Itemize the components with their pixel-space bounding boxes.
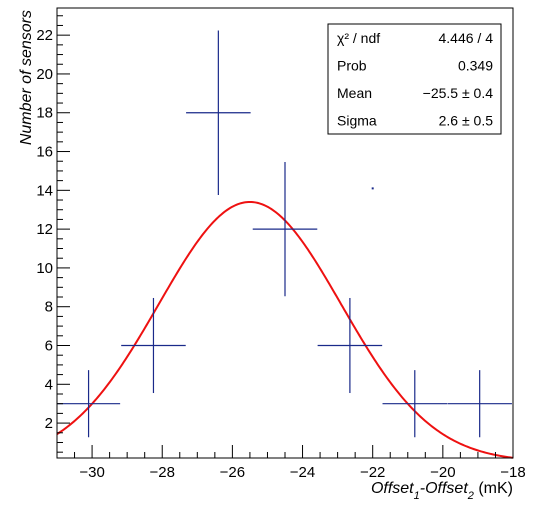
stats-rows: χ² / ndf 4.446 / 4 Prob 0.349 Mean −25.5 ± 0.…: [337, 30, 493, 129]
stats-label: Sigma: [337, 112, 377, 128]
data-point: [447, 370, 512, 438]
y-tick-label: 16: [36, 144, 53, 161]
y-tick-label: 6: [45, 338, 53, 355]
plot-layer: [56, 30, 514, 459]
x-tick-label: −24: [290, 464, 315, 481]
x-axis-title-part: Offset: [371, 480, 414, 497]
axis-layer: −30 −28 −26 −24 −22 −20 −18 2 4 6 8 10 12 14 16 18 20 22: [36, 7, 526, 481]
stats-value: −25.5 ± 0.4: [423, 85, 494, 101]
x-tick-label: −22: [360, 464, 385, 481]
fit-statistics-box: χ² / ndf 4.446 / 4 Prob 0.349 Mean −25.5 ± 0.…: [327, 23, 502, 135]
stats-label: Prob: [337, 57, 367, 73]
stats-value: 4.446 / 4: [439, 30, 494, 46]
data-point: [317, 297, 383, 394]
data-point: [57, 370, 121, 438]
x-tick-label: −26: [220, 464, 245, 481]
data-point: [252, 162, 318, 297]
x-tick-label: −18: [500, 464, 525, 481]
y-tick-label: 12: [36, 221, 53, 238]
data-point: [382, 370, 448, 438]
x-axis-title: Offset1-Offset2 (mK): [371, 480, 513, 502]
x-axis-title-part: 2: [467, 490, 474, 502]
y-tick-label: 18: [36, 105, 53, 122]
y-tick-label: 4: [45, 376, 53, 393]
data-point: [121, 297, 186, 394]
stats-label: Mean: [337, 85, 372, 101]
y-axis-title: Number of sensors: [18, 10, 35, 145]
stats-box-frame: [327, 23, 502, 135]
stats-label: χ² / ndf: [337, 30, 380, 46]
x-axis-title-part: (mK): [474, 480, 513, 497]
x-axis-title-part: -Offset: [420, 480, 469, 497]
x-tick-label: −30: [79, 464, 104, 481]
x-tick-label: −20: [430, 464, 455, 481]
stats-value: 0.349: [458, 57, 493, 73]
y-tick-label: 2: [45, 415, 53, 432]
y-tick-label: 14: [36, 182, 53, 199]
y-tick-label: 22: [36, 27, 53, 44]
y-tick-label: 8: [45, 299, 53, 316]
x-tick-label: −28: [150, 464, 175, 481]
data-point: [186, 30, 251, 195]
stats-value: 2.6 ± 0.5: [439, 112, 494, 128]
y-tick-label: 20: [36, 66, 53, 83]
y-tick-label: 10: [36, 260, 53, 277]
x-axis-title-part: 1: [414, 490, 420, 502]
stray-marker: [371, 187, 374, 190]
